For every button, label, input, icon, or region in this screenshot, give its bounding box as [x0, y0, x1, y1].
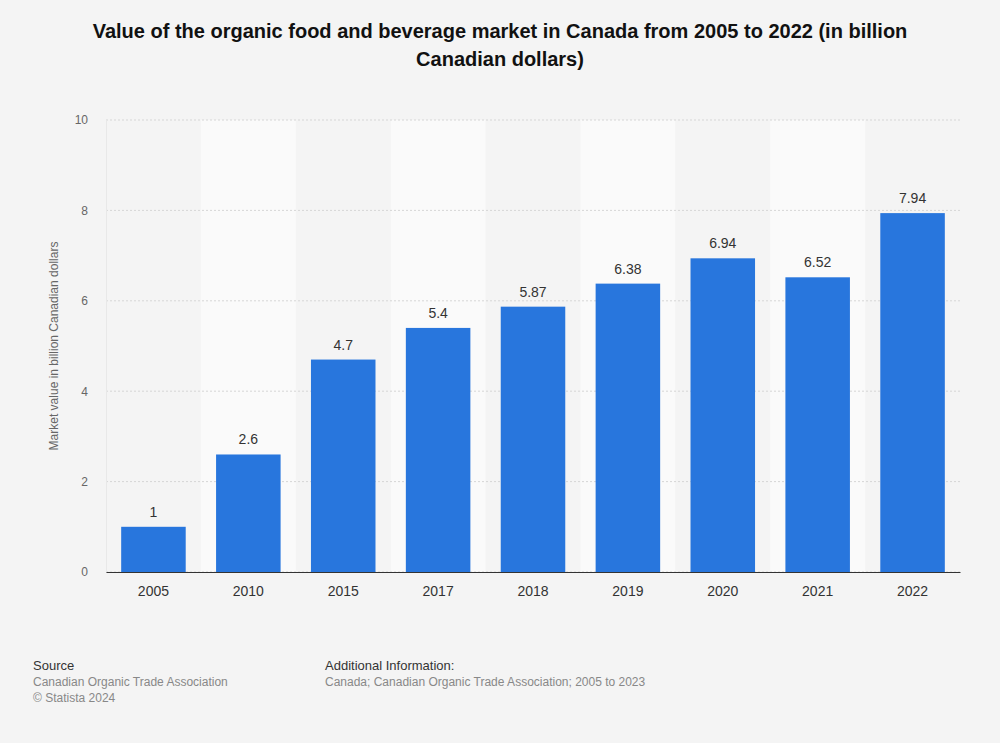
tick: 2018: [517, 572, 548, 599]
tick-label: 2020: [707, 583, 738, 599]
grid-line: [106, 210, 960, 211]
tick: 10: [75, 113, 106, 127]
tick-label: 2: [81, 475, 88, 489]
tick-label: 0: [81, 565, 88, 579]
tick: 4: [81, 385, 106, 399]
background: [0, 0, 1000, 743]
bar: [121, 527, 186, 572]
tick: 2: [81, 475, 106, 489]
tick-label: 8: [81, 204, 88, 218]
tick-label: 2018: [517, 583, 548, 599]
tick: 2022: [897, 572, 928, 599]
source-line: Canadian Organic Trade Association: [33, 675, 228, 689]
y-axis: 0 2 4 6 8 10: [75, 113, 107, 579]
data-label: 4.7: [333, 337, 353, 353]
data-labels: 1 2.6 4.7 5.4 5.87 6.38 6.94 6.52 7.94: [150, 190, 927, 520]
data-label: 1: [150, 504, 158, 520]
tick: 8: [81, 204, 106, 218]
tick: 2020: [707, 572, 738, 599]
additional-info: Canada; Canadian Organic Trade Associati…: [325, 675, 646, 689]
tick: 0: [81, 565, 106, 579]
tick: 2015: [328, 572, 359, 599]
source-title: Source: [33, 658, 74, 673]
title: Value of the organic food and beverage m…: [93, 20, 908, 70]
bar: [785, 277, 850, 572]
tick: 2019: [612, 572, 643, 599]
data-label: 5.4: [428, 305, 448, 321]
band: [770, 120, 865, 572]
chart: Value of the organic food and beverage m…: [0, 0, 1000, 743]
tick-label: 2017: [423, 583, 454, 599]
source-line: © Statista 2024: [33, 691, 116, 705]
axis-line: [107, 572, 961, 573]
data-label: 2.6: [239, 431, 259, 447]
tick-label: 4: [81, 385, 88, 399]
tick: 6: [81, 294, 106, 308]
grid: [106, 120, 960, 572]
tick-label: 2015: [328, 583, 359, 599]
tick-label: 2021: [802, 583, 833, 599]
bar: [216, 454, 281, 572]
band: [201, 120, 296, 572]
data-label: 5.87: [519, 284, 546, 300]
tick: 2010: [233, 572, 264, 599]
source: Canadian Organic Trade Association © Stat…: [33, 675, 228, 705]
data-label: 6.52: [804, 254, 831, 270]
bar: [691, 258, 756, 572]
data-label: 6.38: [614, 261, 641, 277]
tick-label: 2005: [138, 583, 169, 599]
axis-line: [106, 121, 107, 573]
bars: [121, 213, 945, 572]
tick-label: 10: [75, 113, 89, 127]
tick: 2005: [138, 572, 169, 599]
bar: [596, 284, 661, 572]
band: [391, 120, 486, 572]
tick: 2017: [423, 572, 454, 599]
bar: [406, 328, 471, 572]
tick-label: 2019: [612, 583, 643, 599]
additional-info-title: Additional Information:: [325, 658, 454, 673]
x-axis: 2005 2010 2015 2017 2018 2019 2020 2021 2022: [107, 572, 961, 599]
y-axis-title: Market value in billion Canadian dollars: [47, 242, 61, 451]
tick: 2021: [802, 572, 833, 599]
bar: [501, 307, 566, 572]
tick-label: 6: [81, 294, 88, 308]
band: [580, 120, 675, 572]
tick-label: 2022: [897, 583, 928, 599]
data-label: 7.94: [899, 190, 926, 206]
bar: [311, 360, 376, 572]
tick-label: 2010: [233, 583, 264, 599]
bar: [880, 213, 945, 572]
data-label: 6.94: [709, 235, 736, 251]
grid-line: [106, 120, 960, 121]
bands: [201, 120, 865, 572]
